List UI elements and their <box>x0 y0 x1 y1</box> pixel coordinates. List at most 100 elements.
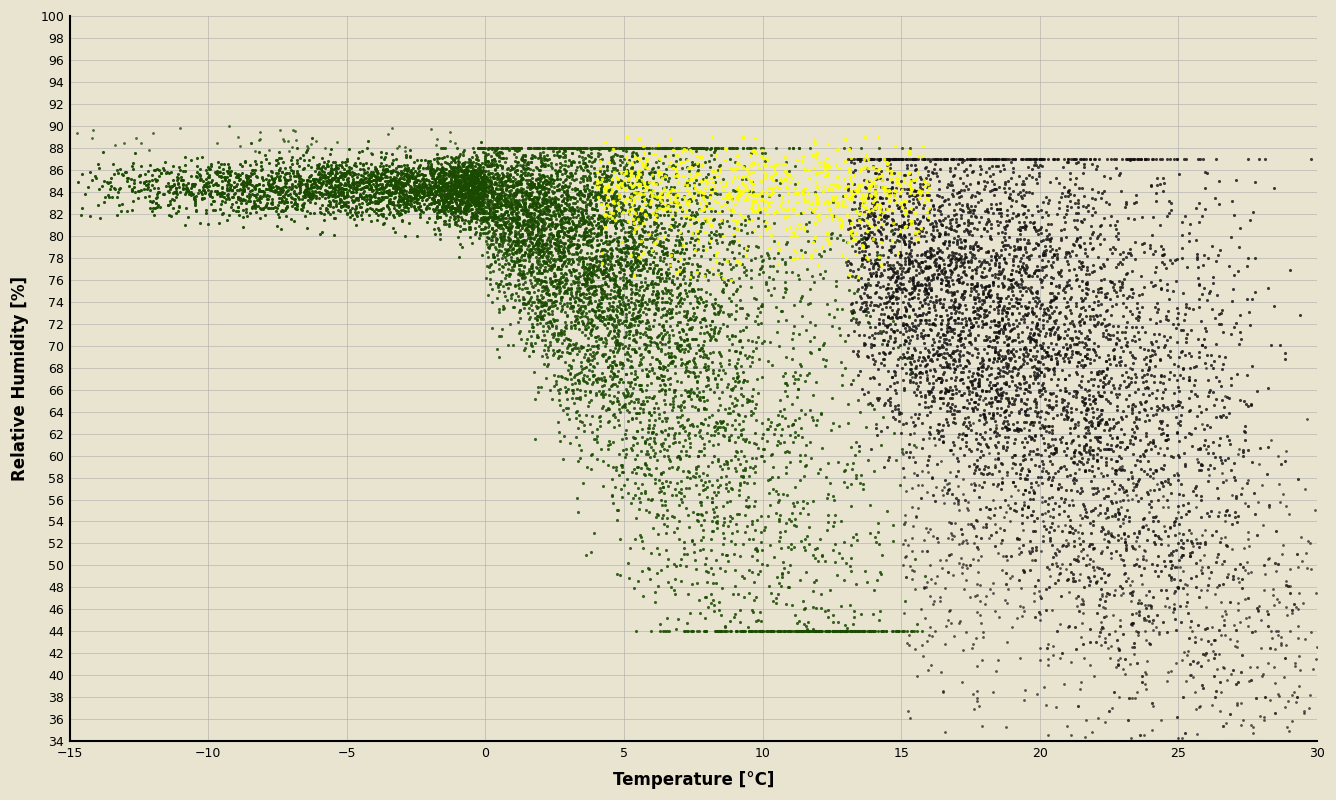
Point <box>1129 395 1150 408</box>
Point <box>402 161 424 174</box>
Point <box>1002 570 1023 582</box>
Point <box>462 191 484 204</box>
Point <box>852 241 874 254</box>
Point <box>914 153 935 166</box>
Point <box>1055 343 1077 356</box>
Point <box>309 186 330 198</box>
Point <box>546 218 568 230</box>
Point <box>1063 262 1085 275</box>
Point <box>461 171 482 184</box>
Point <box>998 358 1019 370</box>
Point <box>724 170 745 183</box>
Point <box>508 233 529 246</box>
Point <box>963 153 985 166</box>
Point <box>1059 452 1081 465</box>
Point <box>664 386 685 398</box>
Point <box>1034 681 1055 694</box>
Point <box>1066 207 1088 220</box>
Point <box>533 152 554 165</box>
Point <box>899 352 921 365</box>
Point <box>1124 637 1145 650</box>
Point <box>1057 574 1078 587</box>
Point <box>692 187 713 200</box>
Point <box>566 285 588 298</box>
Point <box>1154 382 1176 395</box>
Point <box>190 217 211 230</box>
Point <box>627 425 648 438</box>
Point <box>619 142 640 154</box>
Point <box>450 196 472 209</box>
Point <box>669 267 691 280</box>
Point <box>918 287 939 300</box>
Point <box>557 342 578 354</box>
Point <box>987 654 1009 667</box>
Point <box>933 254 954 266</box>
Point <box>910 170 931 183</box>
Point <box>967 177 989 190</box>
Point <box>609 242 631 255</box>
Point <box>609 154 631 166</box>
Point <box>1038 562 1059 575</box>
Point <box>792 290 814 302</box>
Point <box>510 234 532 247</box>
Point <box>430 177 452 190</box>
Point <box>405 203 426 216</box>
Point <box>910 178 931 190</box>
Point <box>355 190 377 202</box>
Point <box>824 190 846 203</box>
Point <box>592 222 613 234</box>
Point <box>593 391 615 404</box>
Point <box>426 148 448 161</box>
Point <box>1090 262 1112 274</box>
Point <box>450 190 472 202</box>
Point <box>1125 371 1146 384</box>
Point <box>486 160 508 173</box>
Point <box>560 338 581 351</box>
Point <box>605 186 627 198</box>
Point <box>603 210 624 223</box>
Point <box>1193 648 1214 661</box>
Point <box>411 194 433 206</box>
Point <box>489 263 510 276</box>
Point <box>1125 691 1146 704</box>
Point <box>1074 331 1096 344</box>
Point <box>794 618 815 630</box>
Point <box>820 231 842 244</box>
Point <box>958 382 979 394</box>
Point <box>226 170 247 183</box>
Point <box>470 183 492 196</box>
Point <box>1001 194 1022 206</box>
Point <box>379 189 401 202</box>
Point <box>1062 153 1083 166</box>
Point <box>1023 415 1045 428</box>
Point <box>437 204 458 217</box>
Point <box>346 182 367 194</box>
Point <box>560 278 581 290</box>
Point <box>814 265 835 278</box>
Point <box>498 226 520 238</box>
Point <box>595 374 616 387</box>
Point <box>771 429 792 442</box>
Point <box>1118 290 1140 302</box>
Point <box>1029 356 1050 369</box>
Point <box>246 199 267 212</box>
Point <box>693 449 715 462</box>
Point <box>426 154 448 167</box>
Point <box>979 321 1001 334</box>
Point <box>1042 470 1063 483</box>
Point <box>894 208 915 221</box>
Point <box>199 162 220 175</box>
Point <box>850 191 871 204</box>
Point <box>1086 482 1108 494</box>
Point <box>1142 370 1164 382</box>
Point <box>138 178 159 190</box>
Point <box>934 234 955 247</box>
Point <box>632 327 653 340</box>
Point <box>898 254 919 266</box>
Point <box>656 233 677 246</box>
Point <box>540 142 561 154</box>
Point <box>643 281 664 294</box>
Point <box>434 190 456 203</box>
Point <box>1051 402 1073 414</box>
Point <box>691 417 712 430</box>
